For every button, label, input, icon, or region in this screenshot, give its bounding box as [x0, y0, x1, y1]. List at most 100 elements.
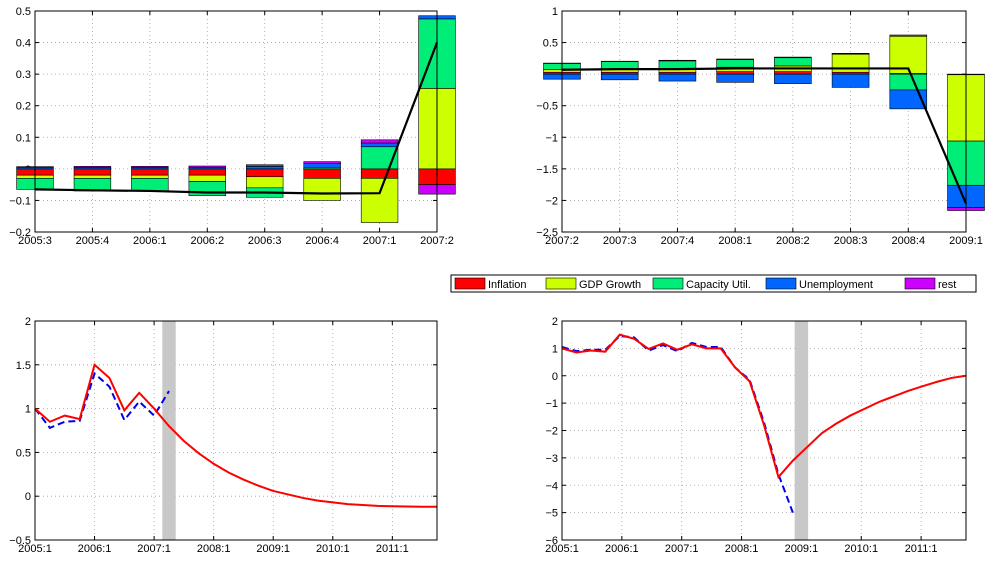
y-tick-label: −1 [545, 132, 558, 144]
bar-segment-capacity_util [658, 60, 697, 69]
y-tick-label: −2.5 [536, 227, 558, 239]
bar-segment-unemployment [658, 73, 697, 82]
shaded-quarter [794, 321, 809, 540]
bar-segment-gdp_growth [131, 174, 169, 179]
x-tick-label: 2011:1 [905, 543, 938, 555]
bar-segment-gdp_growth [246, 176, 284, 189]
x-tick-label: 2008:1 [718, 235, 752, 247]
bar-segment-rest [188, 165, 226, 168]
x-tick-label: 2006:3 [248, 235, 282, 247]
bar-segment-rest [831, 53, 870, 55]
y-tick-label: −6 [545, 535, 558, 547]
y-tick-label: −5 [545, 508, 558, 520]
total-line [561, 67, 968, 205]
y-tick-label: 0.2 [16, 101, 31, 113]
bar-segment-inflation [716, 71, 754, 75]
x-tick-label: 2005:3 [18, 235, 52, 247]
bar-segment-capacity_util [131, 178, 169, 192]
axes-frame [34, 10, 438, 233]
bar-segment-inflation [303, 168, 341, 179]
y-tick-label: −1 [545, 398, 558, 410]
x-tick-label: 2007:2 [545, 235, 579, 247]
bar-segment-capacity_util [774, 57, 812, 67]
legend-swatch-unemployment [765, 277, 797, 290]
x-tick-label: 2008:1 [725, 543, 759, 555]
bar-segment-capacity_util [600, 61, 639, 70]
bar-segment-inflation [188, 168, 226, 176]
y-tick-label: −2 [545, 426, 558, 438]
x-tick-label: 2005:4 [76, 235, 110, 247]
x-tick-label: 2005:1 [545, 543, 579, 555]
bar-segment-rest [889, 34, 928, 37]
x-tick-label: 2005:1 [18, 543, 52, 555]
y-tick-label: 2 [552, 316, 558, 328]
bar-segment-unemployment [889, 89, 928, 110]
axes-frame [561, 320, 967, 541]
bar-segment-gdp_growth [188, 174, 226, 182]
shaded-quarter [162, 321, 176, 540]
legend-box [450, 274, 977, 293]
legend: Inflation GDP Growth Capacity Util. Unemplo… [450, 274, 977, 293]
bar-segment-rest [774, 56, 812, 59]
y-tick-label: 0.3 [16, 69, 31, 81]
bar-segment-gdp_growth [889, 35, 928, 74]
legend-label-gdp_growth: GDP Growth [579, 279, 641, 291]
y-tick-label: 2 [25, 316, 31, 328]
forecast-line [34, 371, 170, 430]
x-tick-label: 2007:3 [603, 235, 637, 247]
x-tick-label: 2006:4 [305, 235, 339, 247]
axes-frame [561, 10, 967, 233]
legend-swatch-capacity_util [652, 277, 684, 290]
legend-label-inflation: Inflation [488, 279, 527, 291]
legend-label-unemployment: Unemployment [799, 279, 873, 291]
bar-segment-rest [246, 164, 284, 167]
actual-line [34, 362, 437, 508]
bar-segment-unemployment [303, 163, 341, 168]
y-tick-label: 0.5 [16, 447, 31, 459]
x-tick-label: 2006:1 [133, 235, 167, 247]
y-tick-label: −0.5 [536, 101, 558, 113]
y-tick-label: −3 [545, 453, 558, 465]
y-tick-label: 0 [552, 371, 558, 383]
x-tick-label: 2008:3 [834, 235, 868, 247]
bar-segment-rest [716, 58, 754, 60]
x-tick-label: 2006:1 [78, 543, 112, 555]
y-tick-label: −2 [545, 195, 558, 207]
bar-segment-rest [131, 166, 169, 168]
bar-segment-rest [73, 166, 112, 168]
y-tick-label: 1 [552, 343, 558, 355]
y-tick-label: −4 [545, 480, 558, 492]
y-tick-label: 0.4 [16, 38, 31, 50]
bar-segment-unemployment [360, 142, 399, 148]
x-tick-label: 2006:1 [605, 543, 639, 555]
y-tick-label: 0.5 [543, 38, 558, 50]
y-tick-label: −1.5 [536, 164, 558, 176]
y-tick-label: 0.5 [16, 6, 31, 18]
actual-line [561, 333, 967, 480]
x-tick-label: 2008:2 [776, 235, 810, 247]
legend-swatch-rest [904, 277, 936, 290]
axes-frame [34, 320, 438, 541]
x-tick-label: 2008:4 [891, 235, 925, 247]
bar-segment-capacity_util [716, 59, 754, 68]
bar-segment-rest [658, 59, 697, 62]
y-tick-label: −0.5 [9, 535, 31, 547]
bar-segment-rest [303, 161, 341, 164]
bar-segment-gdp_growth [303, 178, 341, 201]
x-tick-label: 2006:2 [190, 235, 224, 247]
x-tick-label: 2007:4 [661, 235, 695, 247]
x-tick-label: 2007:1 [363, 235, 397, 247]
legend-label-capacity_util: Capacity Util. [686, 279, 751, 291]
bar-segment-capacity_util [889, 73, 928, 91]
x-tick-label: 2007:2 [420, 235, 454, 247]
y-tick-label: 1 [552, 6, 558, 18]
panel-decomposition-2009: −2.5−2−1.5−1−0.500.512007:22007:32007:42… [536, 6, 985, 247]
bar-segment-inflation [131, 168, 169, 176]
legend-swatch-inflation [454, 277, 486, 290]
bar-segment-gdp_growth [73, 174, 112, 179]
bar-segment-unemployment [246, 166, 284, 170]
x-tick-label: 2010:1 [844, 543, 878, 555]
y-tick-label: 1 [25, 404, 31, 416]
bar-segment-unemployment [774, 73, 812, 84]
